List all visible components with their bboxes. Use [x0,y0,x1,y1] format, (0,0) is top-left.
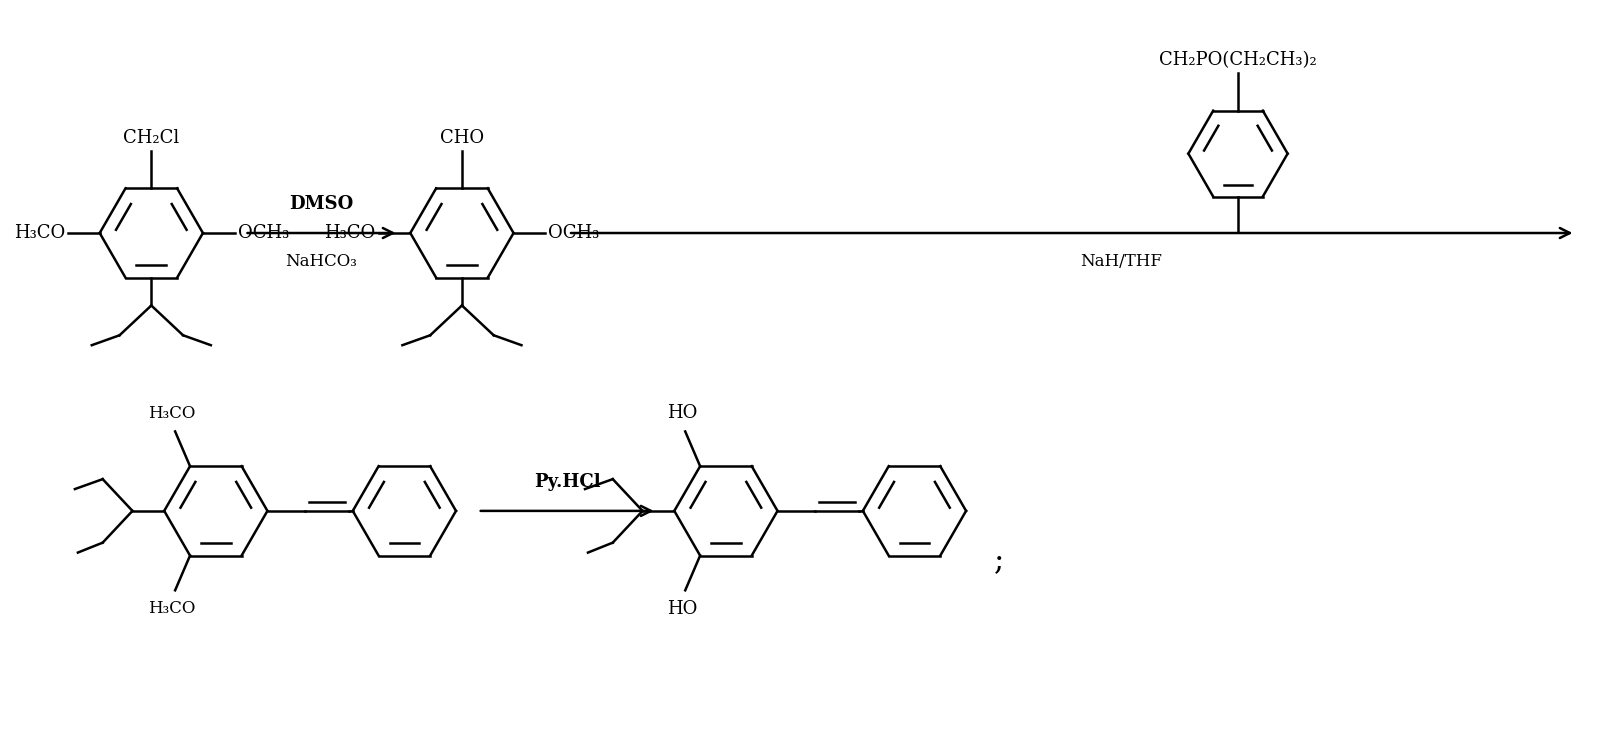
Text: CHO: CHO [440,129,483,146]
Text: OCH₃: OCH₃ [548,224,600,242]
Text: OCH₃: OCH₃ [238,224,289,242]
Text: ;: ; [994,545,1004,576]
Text: H₃CO: H₃CO [149,600,196,617]
Text: DMSO: DMSO [289,195,354,213]
Text: H₃CO: H₃CO [149,405,196,422]
Text: HO: HO [668,600,697,619]
Text: HO: HO [668,403,697,422]
Text: Py.HCl: Py.HCl [534,473,600,491]
Text: H₃CO: H₃CO [325,224,375,242]
Text: NaHCO₃: NaHCO₃ [286,253,357,270]
Text: H₃CO: H₃CO [13,224,65,242]
Text: NaH/THF: NaH/THF [1080,253,1163,270]
Text: CH₂PO(CH₂CH₃)₂: CH₂PO(CH₂CH₃)₂ [1159,51,1316,69]
Text: CH₂Cl: CH₂Cl [123,129,179,146]
